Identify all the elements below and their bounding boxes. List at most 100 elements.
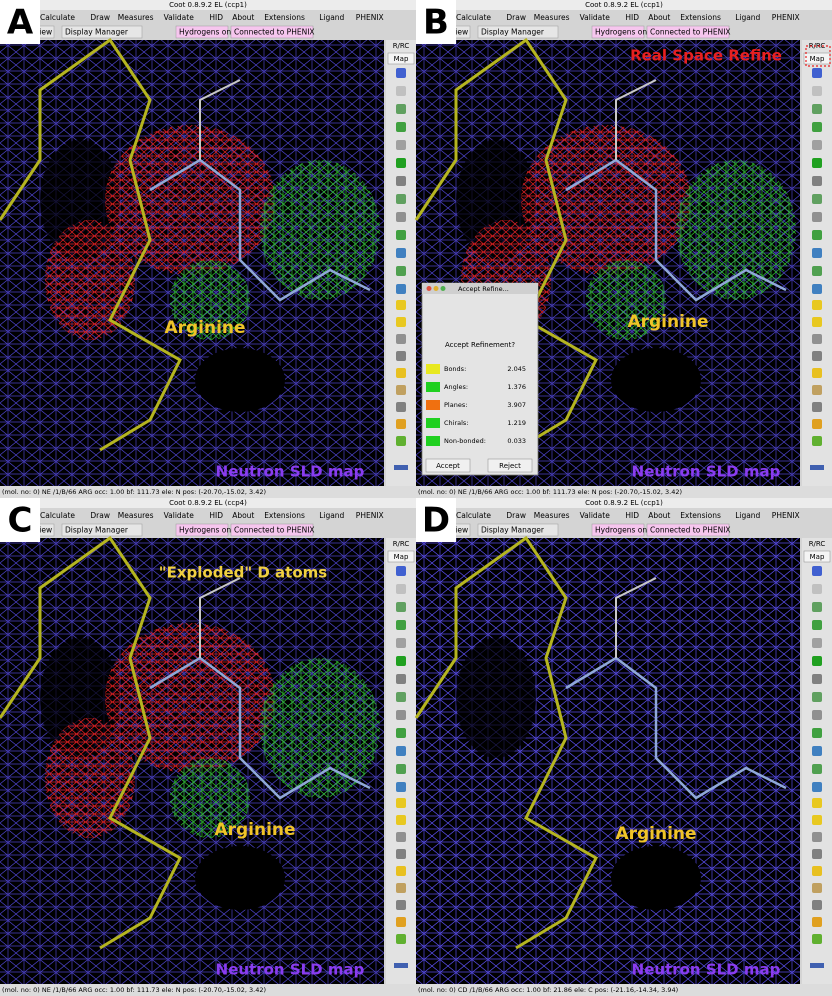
menu-item[interactable]: Ligand — [319, 511, 344, 520]
tool-icon[interactable] — [812, 176, 822, 186]
tool-icon[interactable] — [812, 566, 822, 576]
tool-icon[interactable] — [396, 122, 406, 132]
tool-icon[interactable] — [812, 68, 822, 78]
tool-icon[interactable] — [396, 68, 406, 78]
tool-icon[interactable] — [812, 849, 822, 859]
tool-icon[interactable] — [812, 674, 822, 684]
toolbar-button[interactable] — [591, 25, 645, 39]
tool-icon[interactable] — [812, 917, 822, 927]
toolbar-button[interactable] — [477, 523, 559, 537]
menu-item[interactable]: HID — [209, 511, 223, 520]
menu-item[interactable]: Validate — [580, 511, 611, 520]
tool-icon[interactable] — [812, 638, 822, 648]
tool-icon[interactable] — [812, 620, 822, 630]
menu-item[interactable]: Extensions — [680, 511, 721, 520]
menu-item[interactable]: Calculate — [456, 511, 491, 520]
tool-icon[interactable] — [812, 317, 822, 327]
toolbar-button[interactable] — [477, 25, 559, 39]
tool-icon[interactable] — [812, 334, 822, 344]
toolbar-button[interactable] — [175, 25, 229, 39]
tool-icon[interactable] — [396, 917, 406, 927]
window-control[interactable] — [433, 286, 439, 291]
menu-item[interactable]: About — [232, 13, 254, 22]
tool-icon[interactable] — [812, 419, 822, 429]
menu-item[interactable]: Calculate — [40, 511, 75, 520]
tool-icon[interactable] — [812, 815, 822, 825]
tool-icon[interactable] — [812, 692, 822, 702]
tool-icon[interactable] — [812, 194, 822, 204]
menu-item[interactable]: Extensions — [264, 511, 305, 520]
menu-item[interactable]: Calculate — [456, 13, 491, 22]
toolbar-button[interactable] — [61, 25, 143, 39]
tool-icon[interactable] — [812, 230, 822, 240]
tool-icon[interactable] — [396, 284, 406, 294]
tool-icon[interactable] — [396, 419, 406, 429]
tool-icon[interactable] — [812, 584, 822, 594]
tool-icon[interactable] — [396, 436, 406, 446]
menu-item[interactable]: Validate — [164, 13, 195, 22]
tool-icon[interactable] — [396, 351, 406, 361]
tool-icon[interactable] — [812, 104, 822, 114]
menu-item[interactable]: HID — [209, 13, 223, 22]
tool-icon[interactable] — [396, 638, 406, 648]
tool-icon[interactable] — [812, 248, 822, 258]
tool-icon[interactable] — [396, 194, 406, 204]
tool-icon[interactable] — [812, 782, 822, 792]
tool-icon[interactable] — [396, 692, 406, 702]
menu-item[interactable]: About — [648, 511, 670, 520]
tool-icon[interactable] — [396, 248, 406, 258]
tool-icon[interactable] — [396, 782, 406, 792]
tool-icon[interactable] — [396, 317, 406, 327]
menu-item[interactable]: HID — [625, 511, 639, 520]
tool-icon[interactable] — [812, 900, 822, 910]
tool-icon[interactable] — [812, 866, 822, 876]
tool-icon[interactable] — [396, 798, 406, 808]
tool-icon[interactable] — [812, 656, 822, 666]
tool-icon[interactable] — [812, 402, 822, 412]
menu-item[interactable]: Ligand — [735, 13, 760, 22]
tool-icon[interactable] — [396, 176, 406, 186]
toolbar-button[interactable] — [230, 25, 314, 39]
menu-item[interactable]: PHENIX — [772, 13, 800, 22]
toolbar-button[interactable] — [591, 523, 645, 537]
map-button[interactable] — [803, 550, 831, 563]
menu-item[interactable]: Validate — [580, 13, 611, 22]
toolbar-button[interactable] — [175, 523, 229, 537]
tool-icon[interactable] — [396, 602, 406, 612]
tool-icon[interactable] — [812, 351, 822, 361]
tool-icon[interactable] — [812, 728, 822, 738]
toolbar-button[interactable] — [646, 25, 730, 39]
tool-icon[interactable] — [812, 368, 822, 378]
tool-icon[interactable] — [396, 300, 406, 310]
map-button[interactable] — [387, 550, 415, 563]
tool-icon[interactable] — [396, 368, 406, 378]
menu-item[interactable]: About — [648, 13, 670, 22]
tool-icon[interactable] — [396, 900, 406, 910]
tool-icon[interactable] — [396, 832, 406, 842]
tool-icon[interactable] — [812, 832, 822, 842]
tool-icon[interactable] — [396, 815, 406, 825]
menu-item[interactable]: About — [232, 511, 254, 520]
tool-icon[interactable] — [812, 436, 822, 446]
menu-item[interactable]: Measures — [118, 511, 154, 520]
menu-item[interactable]: Measures — [534, 511, 570, 520]
menu-item[interactable]: Validate — [164, 511, 195, 520]
tool-icon[interactable] — [396, 728, 406, 738]
tool-icon[interactable] — [812, 158, 822, 168]
menu-item[interactable]: PHENIX — [356, 13, 384, 22]
tool-icon[interactable] — [812, 798, 822, 808]
menu-item[interactable]: Ligand — [319, 13, 344, 22]
toolbar-button[interactable] — [230, 523, 314, 537]
tool-icon[interactable] — [396, 764, 406, 774]
tool-icon[interactable] — [396, 158, 406, 168]
tool-icon[interactable] — [396, 746, 406, 756]
tool-icon[interactable] — [396, 104, 406, 114]
menu-item[interactable]: Extensions — [264, 13, 305, 22]
tool-icon[interactable] — [396, 620, 406, 630]
window-control[interactable] — [426, 286, 432, 291]
menu-item[interactable]: Draw — [506, 511, 526, 520]
tool-icon[interactable] — [396, 849, 406, 859]
tool-icon[interactable] — [812, 122, 822, 132]
tool-icon[interactable] — [396, 566, 406, 576]
tool-icon[interactable] — [396, 86, 406, 96]
